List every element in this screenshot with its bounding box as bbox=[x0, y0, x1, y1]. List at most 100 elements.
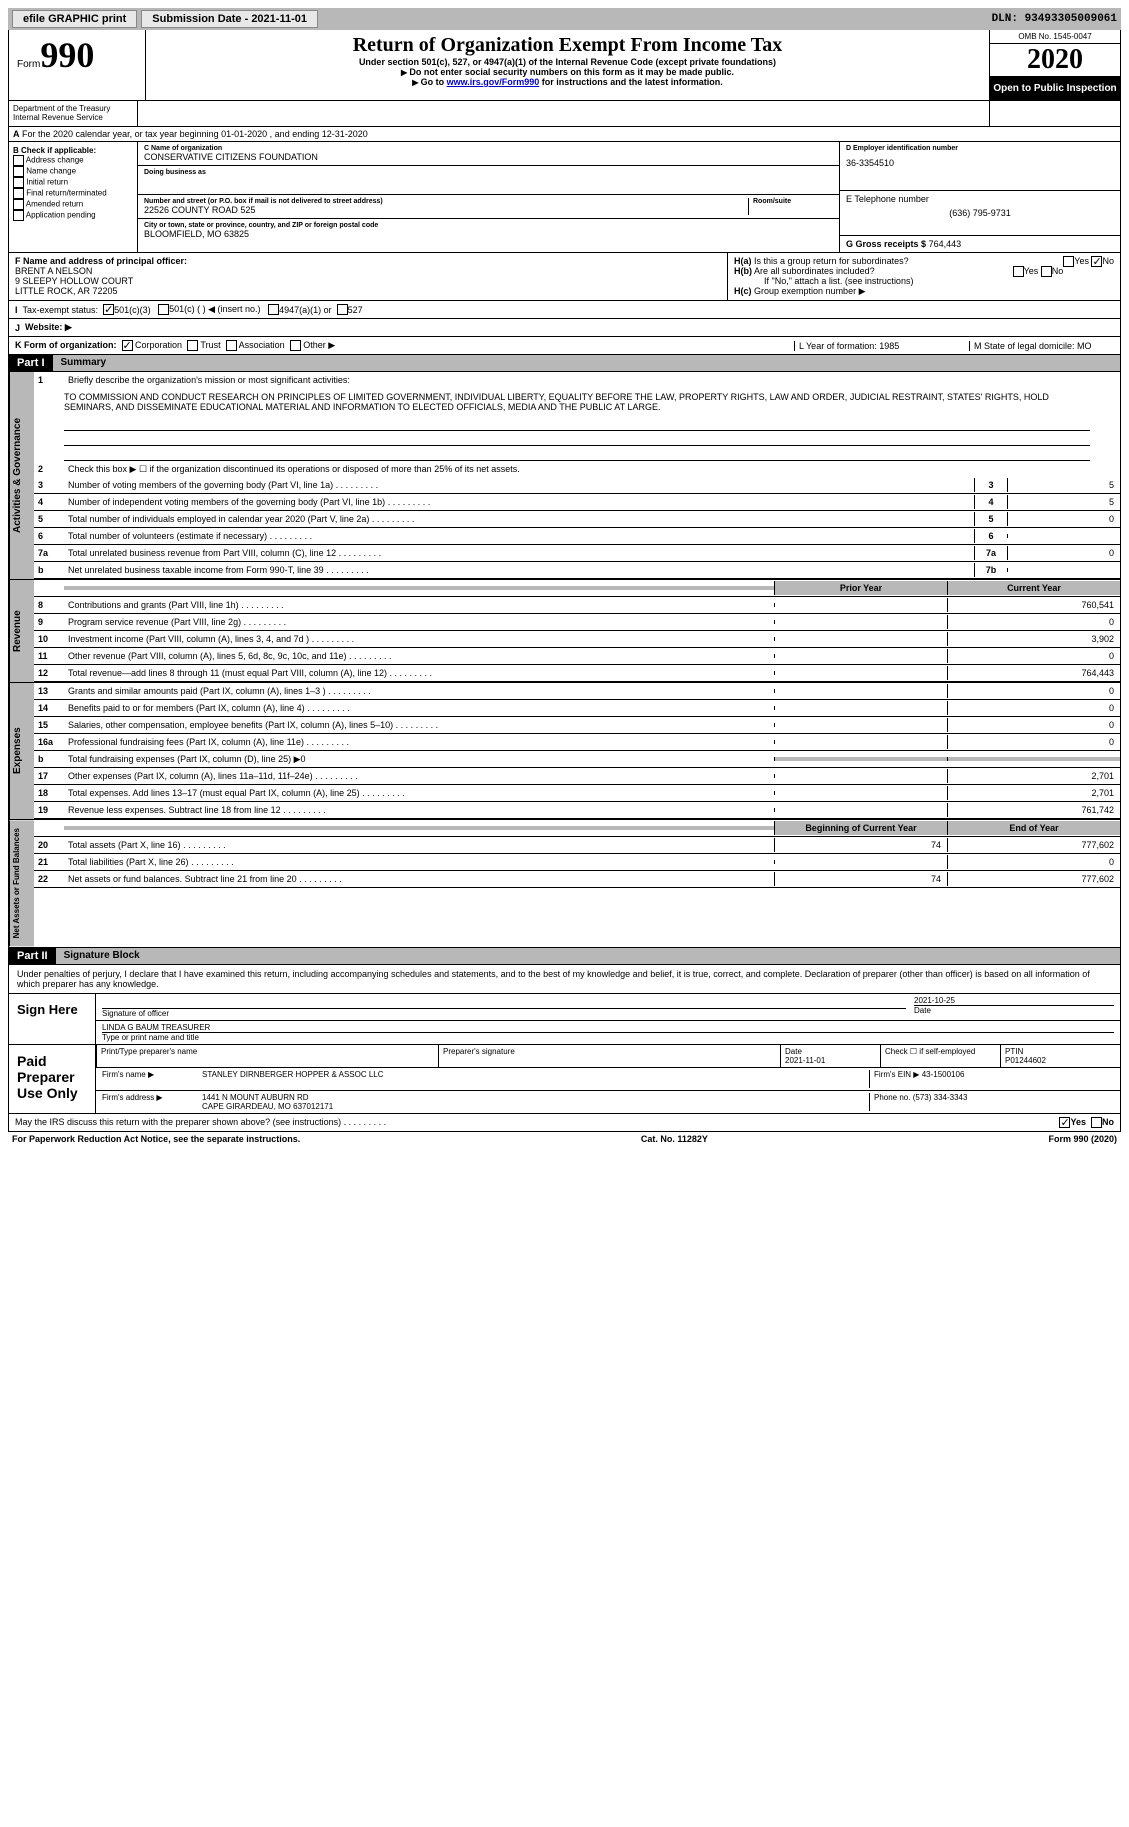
open-public-badge: Open to Public Inspection bbox=[990, 77, 1120, 100]
b-check[interactable] bbox=[13, 166, 24, 177]
current-val: 2,701 bbox=[947, 786, 1120, 800]
year-formation: L Year of formation: 1985 bbox=[794, 341, 969, 351]
ha-no[interactable] bbox=[1091, 256, 1102, 267]
corp-check[interactable] bbox=[122, 340, 133, 351]
website-label: Website: ▶ bbox=[25, 322, 72, 333]
prior-val: 74 bbox=[774, 872, 947, 886]
line-box: 7a bbox=[974, 546, 1007, 560]
prep-self-employed: Check ☐ if self-employed bbox=[880, 1045, 1000, 1068]
prior-val bbox=[774, 637, 947, 641]
side-expenses: Expenses bbox=[9, 683, 34, 819]
line-label: Other expenses (Part IX, column (A), lin… bbox=[64, 769, 774, 783]
current-val: 777,602 bbox=[947, 838, 1120, 852]
prior-val bbox=[774, 654, 947, 658]
header-sub3-pre: Go to bbox=[412, 77, 446, 87]
line-label: Net assets or fund balances. Subtract li… bbox=[64, 872, 774, 886]
row-a: A For the 2020 calendar year, or tax yea… bbox=[8, 127, 1121, 142]
header-sub1: Under section 501(c), 527, or 4947(a)(1)… bbox=[150, 57, 985, 67]
officer-addr1: 9 SLEEPY HOLLOW COURT bbox=[15, 276, 721, 286]
527-check[interactable] bbox=[337, 304, 348, 315]
line-label: Program service revenue (Part VIII, line… bbox=[64, 615, 774, 629]
line-box: 7b bbox=[974, 563, 1007, 577]
submission-button[interactable]: Submission Date - 2021-11-01 bbox=[141, 10, 318, 28]
irs-link[interactable]: www.irs.gov/Form990 bbox=[447, 77, 540, 87]
firm-addr1: 1441 N MOUNT AUBURN RD bbox=[202, 1093, 869, 1102]
prior-val bbox=[774, 689, 947, 693]
current-val: 0 bbox=[947, 855, 1120, 869]
prior-val bbox=[774, 860, 947, 864]
line-label: Benefits paid to or for members (Part IX… bbox=[64, 701, 774, 715]
current-val: 0 bbox=[947, 701, 1120, 715]
prior-val bbox=[774, 791, 947, 795]
header-sub2: Do not enter social security numbers on … bbox=[150, 67, 985, 77]
b-check[interactable] bbox=[13, 177, 24, 188]
ha-label: Is this a group return for subordinates? bbox=[754, 256, 909, 266]
phone-value: (636) 795-9731 bbox=[846, 204, 1114, 218]
ein-label: D Employer identification number bbox=[846, 145, 1114, 152]
discuss-yes[interactable] bbox=[1059, 1117, 1070, 1128]
line-label: Total liabilities (Part X, line 26) bbox=[64, 855, 774, 869]
discuss-label: May the IRS discuss this return with the… bbox=[15, 1117, 386, 1127]
501c-check[interactable] bbox=[158, 304, 169, 315]
discuss-no[interactable] bbox=[1091, 1117, 1102, 1128]
org-name: CONSERVATIVE CITIZENS FOUNDATION bbox=[144, 152, 833, 162]
hc-label: Group exemption number ▶ bbox=[754, 286, 865, 296]
b-check[interactable] bbox=[13, 155, 24, 166]
prior-val bbox=[774, 603, 947, 607]
b-check[interactable] bbox=[13, 199, 24, 210]
ha-yes[interactable] bbox=[1063, 256, 1074, 267]
begin-year-header: Beginning of Current Year bbox=[774, 821, 947, 835]
tax-year: 2020 bbox=[990, 44, 1120, 77]
line-val bbox=[1007, 568, 1120, 572]
line-val bbox=[1007, 534, 1120, 538]
sig-officer-label: Signature of officer bbox=[102, 1008, 906, 1018]
other-check[interactable] bbox=[290, 340, 301, 351]
line-val: 5 bbox=[1007, 495, 1120, 509]
line-label: Grants and similar amounts paid (Part IX… bbox=[64, 684, 774, 698]
line-label: Number of voting members of the governin… bbox=[64, 478, 974, 492]
side-netassets: Net Assets or Fund Balances bbox=[9, 820, 34, 946]
assoc-check[interactable] bbox=[226, 340, 237, 351]
firm-phone: (573) 334-3343 bbox=[913, 1093, 968, 1102]
dba-label: Doing business as bbox=[144, 169, 833, 176]
line-val: 5 bbox=[1007, 478, 1120, 492]
current-val: 2,701 bbox=[947, 769, 1120, 783]
paid-preparer: Paid Preparer Use Only bbox=[9, 1045, 95, 1113]
firm-name: STANLEY DIRNBERGER HOPPER & ASSOC LLC bbox=[202, 1070, 869, 1088]
line-label: Other revenue (Part VIII, column (A), li… bbox=[64, 649, 774, 663]
4947-check[interactable] bbox=[268, 304, 279, 315]
current-val: 0 bbox=[947, 684, 1120, 698]
b-check[interactable] bbox=[13, 210, 24, 221]
officer-addr2: LITTLE ROCK, AR 72205 bbox=[15, 286, 721, 296]
b-check[interactable] bbox=[13, 188, 24, 199]
prior-val bbox=[774, 740, 947, 744]
dln: DLN: 93493305009061 bbox=[992, 13, 1117, 25]
line-label: Revenue less expenses. Subtract line 18 … bbox=[64, 803, 774, 817]
hb-no[interactable] bbox=[1041, 266, 1052, 277]
prior-val bbox=[774, 620, 947, 624]
line-box: 6 bbox=[974, 529, 1007, 543]
current-year-header: Current Year bbox=[947, 581, 1120, 595]
prior-val bbox=[774, 723, 947, 727]
side-revenue: Revenue bbox=[9, 580, 34, 682]
line-label: Total expenses. Add lines 13–17 (must eq… bbox=[64, 786, 774, 800]
gross-receipts: 764,443 bbox=[929, 239, 962, 249]
officer-name: BRENT A NELSON bbox=[15, 266, 721, 276]
hb-label: Are all subordinates included? bbox=[754, 266, 875, 276]
form-word: Form bbox=[17, 59, 40, 70]
501c3-check[interactable] bbox=[103, 304, 114, 315]
form-number: 990 bbox=[40, 35, 94, 75]
form-title: Return of Organization Exempt From Incom… bbox=[150, 34, 985, 57]
current-val: 0 bbox=[947, 718, 1120, 732]
sign-here: Sign Here bbox=[9, 994, 95, 1044]
topbar: efile GRAPHIC print Submission Date - 20… bbox=[8, 8, 1121, 30]
prep-name-label: Print/Type preparer's name bbox=[96, 1045, 438, 1068]
efile-button[interactable]: efile GRAPHIC print bbox=[12, 10, 137, 28]
trust-check[interactable] bbox=[187, 340, 198, 351]
line-label: Contributions and grants (Part VIII, lin… bbox=[64, 598, 774, 612]
header-sub3-post: for instructions and the latest informat… bbox=[539, 77, 723, 87]
mission-label: Briefly describe the organization's miss… bbox=[64, 373, 1120, 387]
hb-yes[interactable] bbox=[1013, 266, 1024, 277]
line-label: Professional fundraising fees (Part IX, … bbox=[64, 735, 774, 749]
current-val: 0 bbox=[947, 615, 1120, 629]
